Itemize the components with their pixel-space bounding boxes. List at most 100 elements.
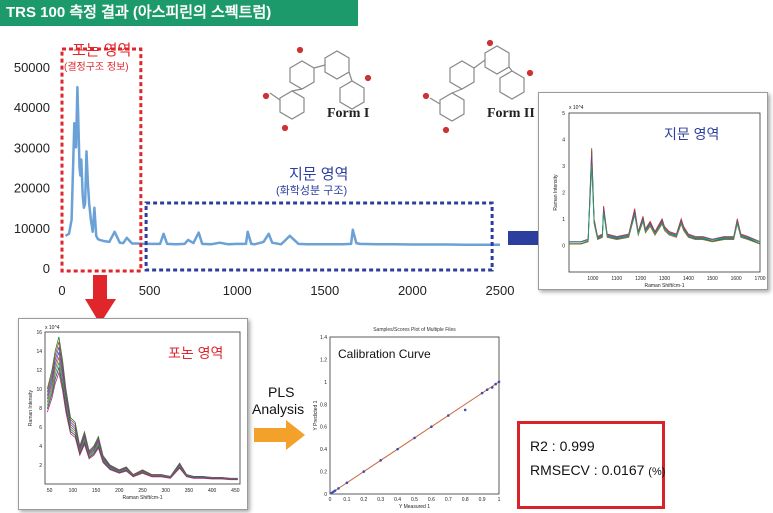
x-tick-label: 150 — [92, 488, 101, 494]
main-spectrum-chart: 0 10000 20000 30000 40000 50000 0 500 1000 1500 20… — [14, 47, 515, 298]
phonon-spectrum-line — [46, 371, 238, 481]
x-tick-label: 500 — [139, 283, 161, 298]
data-point — [413, 436, 416, 440]
y-tick-label: 2 — [562, 191, 565, 197]
x-tick-label: 0 — [329, 497, 332, 503]
data-point — [485, 388, 489, 392]
y-tick-label: 1 — [562, 217, 565, 223]
page-title: TRS 100 측정 결과 (아스피린의 스펙트럼) — [0, 0, 358, 26]
x-tick-label: 400 — [208, 488, 217, 494]
x-tick-label: 0.5 — [411, 497, 418, 503]
fingerprint-plot-frame — [568, 112, 761, 273]
fingerprint-spectrum-line — [569, 163, 761, 245]
fingerprint-spectrum-line — [569, 157, 761, 243]
rmsecv-row: RMSECV : 0.0167 (%) — [530, 462, 665, 478]
y-axis-label: Raman Intensity — [553, 174, 559, 211]
calibration-plot-frame — [329, 336, 500, 495]
y-tick-label: 0 — [562, 244, 565, 250]
x-axis-label: Raman Shift/cm-1 — [122, 495, 162, 501]
x-tick-label: 2500 — [486, 283, 515, 298]
x-tick-label: 0 — [58, 283, 65, 298]
x-axis-label: Raman Shift/cm-1 — [644, 283, 684, 289]
x-tick-label: 1300 — [659, 276, 670, 282]
rmsecv-value: RMSECV : 0.0167 — [530, 462, 645, 478]
r2-value: R2 : 0.999 — [530, 438, 595, 454]
y-tick-label: 4 — [39, 444, 42, 450]
x-tick-label: 0.2 — [360, 497, 367, 503]
y-tick-label: 0.8 — [320, 402, 327, 408]
data-point — [362, 470, 366, 473]
y-tick-label: 6 — [39, 425, 42, 431]
analysis-label: Analysis — [252, 401, 305, 417]
calibration-title: Calibration Curve — [338, 347, 431, 361]
y-tick-label: 0.4 — [320, 447, 327, 453]
pls-label: PLS — [268, 384, 295, 400]
x-tick-label: 1400 — [683, 276, 694, 282]
phonon-plot-frame — [44, 331, 241, 485]
data-point — [337, 487, 340, 490]
x-tick-label: 100 — [69, 488, 78, 494]
y-tick-label: 2 — [39, 463, 42, 469]
form1-molecule-icon — [262, 46, 372, 132]
fingerprint-region-box — [144, 201, 494, 272]
y-tick-label: 14 — [36, 349, 42, 355]
red-arrow-icon — [85, 275, 116, 324]
data-point — [396, 447, 399, 451]
x-tick-label: 300 — [162, 488, 171, 494]
data-point — [345, 481, 349, 485]
x-tick-label: 450 — [231, 488, 240, 494]
x-tick-label: 50 — [47, 488, 53, 494]
data-point — [463, 408, 467, 412]
x-tick-label: 350 — [185, 488, 194, 494]
x-tick-label: 0.9 — [479, 497, 486, 503]
y-tick-label: 0 — [43, 261, 50, 276]
y-tick-label: 50000 — [14, 60, 50, 75]
x-tick-label: 1000 — [587, 276, 598, 282]
x-axis-label: Y Measured 1 — [399, 504, 430, 510]
molecule-structures — [262, 39, 534, 134]
x-tick-label: 250 — [138, 488, 147, 494]
y-tick-label: 0 — [324, 492, 327, 498]
y-tick-label: 3 — [562, 164, 565, 170]
form2-label: Form II — [487, 106, 535, 121]
phonon-inset-label: 포논 영역 — [168, 345, 224, 361]
fingerprint-region-label: 지문 영역 — [289, 166, 349, 183]
stats-box: R2 : 0.999 RMSECV : 0.0167 (%) — [517, 421, 665, 509]
spectrum-series-line — [64, 85, 500, 246]
y-tick-label: 10000 — [14, 221, 50, 236]
fingerprint-spectrum-line — [569, 149, 761, 243]
x-tick-label: 1500 — [707, 276, 718, 282]
x-tick-label: 1100 — [611, 276, 622, 282]
y-tick-label: 10 — [36, 387, 42, 393]
x-tick-label: 1500 — [310, 283, 339, 298]
x-tick-label: 0.6 — [428, 497, 435, 503]
orange-arrow-icon — [254, 420, 305, 450]
exponent-label: x 10^4 — [45, 325, 60, 331]
y-tick-label: 30000 — [14, 140, 50, 155]
fingerprint-region-sublabel: (화학성분 구조) — [276, 185, 348, 197]
y-tick-label: 20000 — [14, 181, 50, 196]
y-tick-label: 1.4 — [320, 335, 327, 341]
y-tick-label: 4 — [562, 138, 565, 144]
x-tick-label: 1 — [498, 497, 501, 503]
form2-molecule-icon — [422, 39, 534, 134]
data-point — [480, 391, 484, 395]
x-tick-label: 0.8 — [462, 497, 469, 503]
y-axis-label: Y Predicted 1 — [313, 400, 319, 430]
y-tick-label: 8 — [39, 406, 42, 412]
fingerprint-spectrum-line — [569, 165, 761, 243]
x-tick-label: 1200 — [635, 276, 646, 282]
y-tick-label: 5 — [562, 111, 565, 117]
y-tick-label: 0.6 — [320, 425, 327, 431]
x-tick-label: 0.7 — [445, 497, 452, 503]
x-tick-label: 0.3 — [377, 497, 384, 503]
x-tick-label: 1600 — [731, 276, 742, 282]
y-tick-label: 1.2 — [320, 357, 327, 363]
data-point — [490, 386, 494, 389]
x-tick-label: 1700 — [754, 276, 765, 282]
y-tick-label: 1 — [324, 380, 327, 386]
data-point — [379, 459, 383, 462]
data-point — [497, 380, 501, 384]
